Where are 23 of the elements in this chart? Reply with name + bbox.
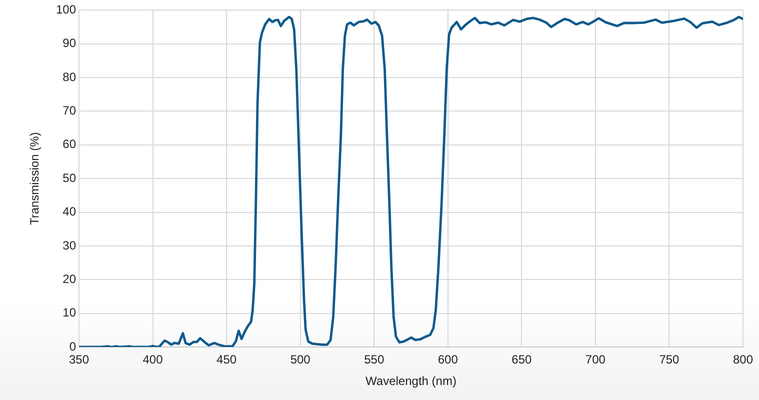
y-tick-label: 70 [62,104,76,118]
y-tick-label: 20 [62,272,76,286]
y-tick-label: 0 [69,339,76,354]
x-tick-label: 400 [142,352,164,367]
x-tick-label: 450 [216,352,237,367]
y-tick-label: 10 [62,306,76,320]
y-tick-label: 80 [62,70,76,84]
y-axis-title: Transmission (%) [28,132,42,226]
x-axis-title: Wavelength (nm) [366,374,456,388]
x-tick-label: 500 [290,352,311,367]
y-tick-label: 90 [62,36,76,50]
y-tick-label: 40 [62,204,76,219]
x-tick-label: 550 [364,352,384,367]
x-tick-label: 650 [512,352,532,367]
x-tick-label: 750 [659,352,680,367]
x-tick-label: 700 [585,352,606,367]
y-tick-label: 100 [56,2,76,17]
y-tick-label: 30 [62,238,76,252]
y-tick-label: 50 [62,170,76,185]
y-tick-label: 60 [62,137,76,152]
x-tick-label: 350 [68,352,90,367]
x-tick-label: 600 [438,352,458,367]
x-tick-label: 800 [732,352,754,367]
